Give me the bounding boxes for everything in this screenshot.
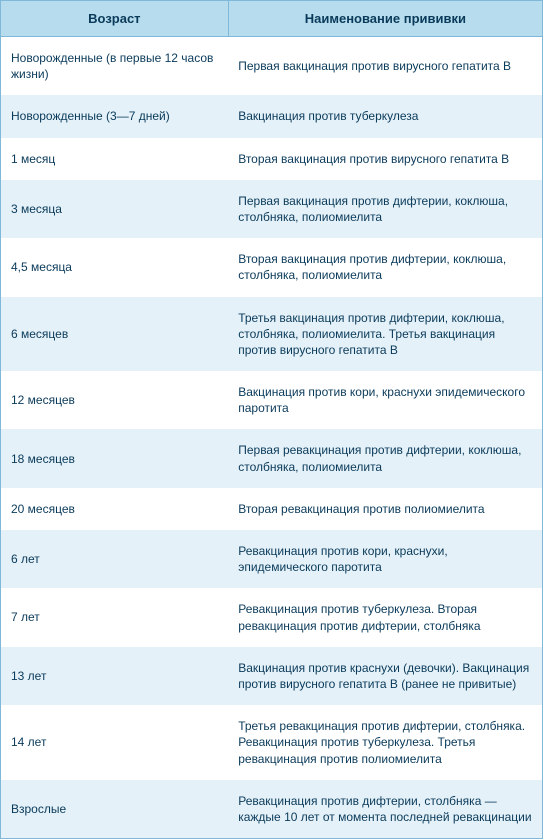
table-row: 3 месяцаПервая вакцинация против дифтери… (1, 180, 542, 238)
table-row: Новорожденные (в первые 12 часов жизни)П… (1, 37, 542, 96)
cell-age: 20 месяцев (1, 488, 228, 530)
vaccination-schedule-table: Возраст Наименование прививки Новорожден… (0, 0, 543, 839)
cell-vaccination: Вторая ревакцинация против полиомиелита (228, 488, 542, 530)
cell-age: 3 месяца (1, 180, 228, 238)
cell-age: Новорожденные (в первые 12 часов жизни) (1, 37, 228, 96)
table-row: 4,5 месяцаВторая вакцинация против дифте… (1, 238, 542, 296)
table-row: Новорожденные (3—7 дней)Вакцинация проти… (1, 95, 542, 137)
cell-age: 12 месяцев (1, 371, 228, 429)
cell-vaccination: Ревакцинация против дифтерии, столбняка … (228, 780, 542, 838)
cell-vaccination: Третья вакцинация против дифтерии, коклю… (228, 297, 542, 372)
table-row: 7 летРевакцинация против туберкулеза. Вт… (1, 588, 542, 646)
cell-age: 14 лет (1, 705, 228, 780)
table-row: 6 месяцевТретья вакцинация против дифтер… (1, 297, 542, 372)
cell-vaccination: Первая ревакцинация против дифтерии, кок… (228, 429, 542, 487)
cell-age: 18 месяцев (1, 429, 228, 487)
table-row: 1 месяцВторая вакцинация против вирусног… (1, 138, 542, 180)
cell-vaccination: Вакцинация против туберкулеза (228, 95, 542, 137)
cell-age: 4,5 месяца (1, 238, 228, 296)
cell-vaccination: Вторая вакцинация против вирусного гепат… (228, 138, 542, 180)
table-header-row: Возраст Наименование прививки (1, 1, 542, 37)
cell-vaccination: Третья ревакцинация против дифтерии, сто… (228, 705, 542, 780)
cell-age: 13 лет (1, 647, 228, 705)
cell-vaccination: Вакцинация против краснухи (девочки). Ва… (228, 647, 542, 705)
cell-age: 7 лет (1, 588, 228, 646)
cell-age: 6 месяцев (1, 297, 228, 372)
table-row: 14 летТретья ревакцинация против дифтери… (1, 705, 542, 780)
table-row: 18 месяцевПервая ревакцинация против диф… (1, 429, 542, 487)
table-row: 6 летРевакцинация против кори, краснухи,… (1, 530, 542, 588)
cell-age: Взрослые (1, 780, 228, 838)
cell-vaccination: Вакцинация против кори, краснухи эпидеми… (228, 371, 542, 429)
cell-vaccination: Первая вакцинация против вирусного гепат… (228, 37, 542, 96)
vaccination-table: Возраст Наименование прививки Новорожден… (1, 1, 542, 838)
col-header-age: Возраст (1, 1, 228, 37)
cell-vaccination: Ревакцинация против кори, краснухи, эпид… (228, 530, 542, 588)
col-header-vaccination: Наименование прививки (228, 1, 542, 37)
table-row: ВзрослыеРевакцинация против дифтерии, ст… (1, 780, 542, 838)
cell-age: Новорожденные (3—7 дней) (1, 95, 228, 137)
cell-age: 6 лет (1, 530, 228, 588)
table-row: 13 летВакцинация против краснухи (девочк… (1, 647, 542, 705)
table-row: 12 месяцевВакцинация против кори, красну… (1, 371, 542, 429)
cell-vaccination: Первая вакцинация против дифтерии, коклю… (228, 180, 542, 238)
table-row: 20 месяцевВторая ревакцинация против пол… (1, 488, 542, 530)
cell-vaccination: Ревакцинация против туберкулеза. Вторая … (228, 588, 542, 646)
cell-vaccination: Вторая вакцинация против дифтерии, коклю… (228, 238, 542, 296)
cell-age: 1 месяц (1, 138, 228, 180)
